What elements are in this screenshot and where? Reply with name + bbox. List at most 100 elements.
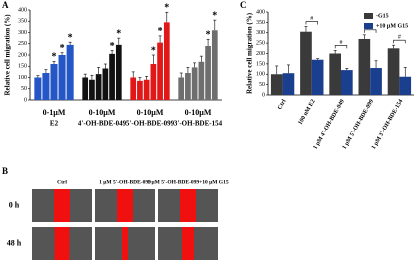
y-axis-label: Relative cell migration (%)	[4, 14, 12, 96]
significance-hash: #	[310, 16, 313, 22]
significance-star: *	[110, 41, 115, 52]
significance-star: *	[60, 43, 65, 54]
bar	[370, 68, 382, 95]
group-range: 0-10μM	[185, 108, 212, 117]
group-range: 0-10μM	[89, 108, 116, 117]
column-header: Ctrl	[57, 179, 67, 185]
group-name: E2	[50, 120, 59, 128]
column-header: 1 μM 5'-OH-BDE-099	[99, 179, 151, 185]
x-tick-label: 1 μM 5'-OH-BDE-099	[342, 99, 375, 151]
group-range: 0-1μM	[43, 108, 66, 117]
wound-stripe	[54, 227, 70, 260]
group-range: 0-10μM	[137, 108, 164, 117]
bar	[58, 55, 66, 100]
bar	[50, 64, 58, 100]
x-tick-label: Ctrl	[277, 98, 288, 111]
y-tick-label: 50	[21, 86, 27, 92]
bar	[282, 73, 295, 95]
y-tick-label: 100	[256, 72, 265, 78]
significance-hash: #	[340, 40, 343, 46]
bar	[115, 44, 122, 100]
significance-star: *	[151, 45, 156, 56]
comparison-bracket	[393, 39, 406, 44]
y-tick-label: 400	[256, 9, 265, 15]
row-label: 48 h	[7, 238, 22, 247]
wound-stripe	[180, 189, 196, 222]
comparison-bracket	[364, 29, 377, 33]
bar	[358, 38, 371, 95]
bar	[66, 44, 74, 100]
bar	[178, 77, 185, 100]
legend-swatch	[364, 13, 373, 19]
y-tick-label: 200	[18, 52, 27, 58]
bar	[387, 48, 400, 95]
bar	[185, 73, 191, 100]
bar	[198, 61, 205, 100]
wound-stripe	[117, 189, 133, 222]
bar	[42, 73, 50, 100]
y-tick-label: 150	[18, 64, 27, 70]
y-tick-label: 300	[256, 30, 265, 36]
bar	[329, 53, 341, 95]
y-tick-label: 150	[256, 61, 265, 67]
panel-label: C	[240, 0, 247, 10]
bar	[137, 80, 143, 100]
bar	[311, 59, 324, 95]
group-name: 5'-OH-BDE-099	[126, 120, 175, 128]
wound-stripe	[54, 189, 70, 222]
bar	[34, 77, 42, 100]
legend-label: +10 μM G15	[376, 23, 408, 29]
bar	[109, 53, 115, 100]
bar	[89, 79, 95, 100]
comparison-bracket	[305, 21, 318, 25]
bar	[300, 31, 312, 95]
wound-stripe	[122, 227, 128, 260]
significance-star: *	[206, 30, 211, 41]
panel-label: B	[2, 166, 8, 176]
y-tick-label: 350	[256, 20, 265, 26]
comparison-bracket	[334, 45, 348, 49]
y-tick-label: 400	[18, 7, 27, 13]
wound-stripe	[182, 227, 194, 260]
y-tick-label: 350	[18, 19, 27, 25]
bar	[399, 76, 412, 95]
panel-label: A	[2, 0, 9, 10]
column-header: 1 μM 5'-OH-BDE-099+10 μM G15	[147, 179, 228, 185]
significance-star: *	[116, 28, 121, 39]
y-tick-label: 100	[18, 75, 27, 81]
y-tick-label: 50	[259, 82, 265, 88]
significance-hash: #	[398, 35, 401, 41]
significance-star: *	[68, 32, 73, 43]
x-tick-label: 1 μM 4'-OH-BDE-049	[313, 99, 346, 151]
significance-star: *	[158, 26, 163, 37]
x-tick-label: 1 μM 3'-OH-BDE-154	[371, 99, 404, 151]
bar	[163, 22, 170, 100]
y-tick-label: 200	[256, 51, 265, 57]
y-tick-label: 0	[262, 92, 265, 98]
bar	[143, 79, 150, 100]
bar	[102, 68, 109, 100]
group-name: 3'-OH-BDE-154	[174, 120, 223, 128]
row-label: 0 h	[9, 200, 20, 209]
bar	[191, 67, 198, 100]
y-tick-label: 300	[18, 30, 27, 36]
legend-swatch	[364, 23, 373, 29]
bar	[205, 46, 211, 100]
x-tick-label: 100 nM E2	[298, 99, 317, 126]
significance-star: *	[164, 3, 169, 14]
bar	[270, 74, 283, 95]
bar	[211, 30, 218, 100]
y-axis-label: Relative cell migration (%)	[246, 12, 254, 94]
bar	[150, 64, 157, 100]
significance-star: *	[52, 52, 57, 63]
y-tick-label: 250	[18, 41, 27, 47]
group-name: 4'-OH-BDE-049	[78, 120, 127, 128]
y-tick-label: 0	[24, 97, 27, 103]
bar	[341, 70, 353, 95]
bar	[95, 74, 102, 100]
bar	[130, 77, 137, 100]
bar	[82, 77, 89, 100]
bar	[157, 42, 163, 100]
legend-label: -G15	[376, 13, 389, 19]
